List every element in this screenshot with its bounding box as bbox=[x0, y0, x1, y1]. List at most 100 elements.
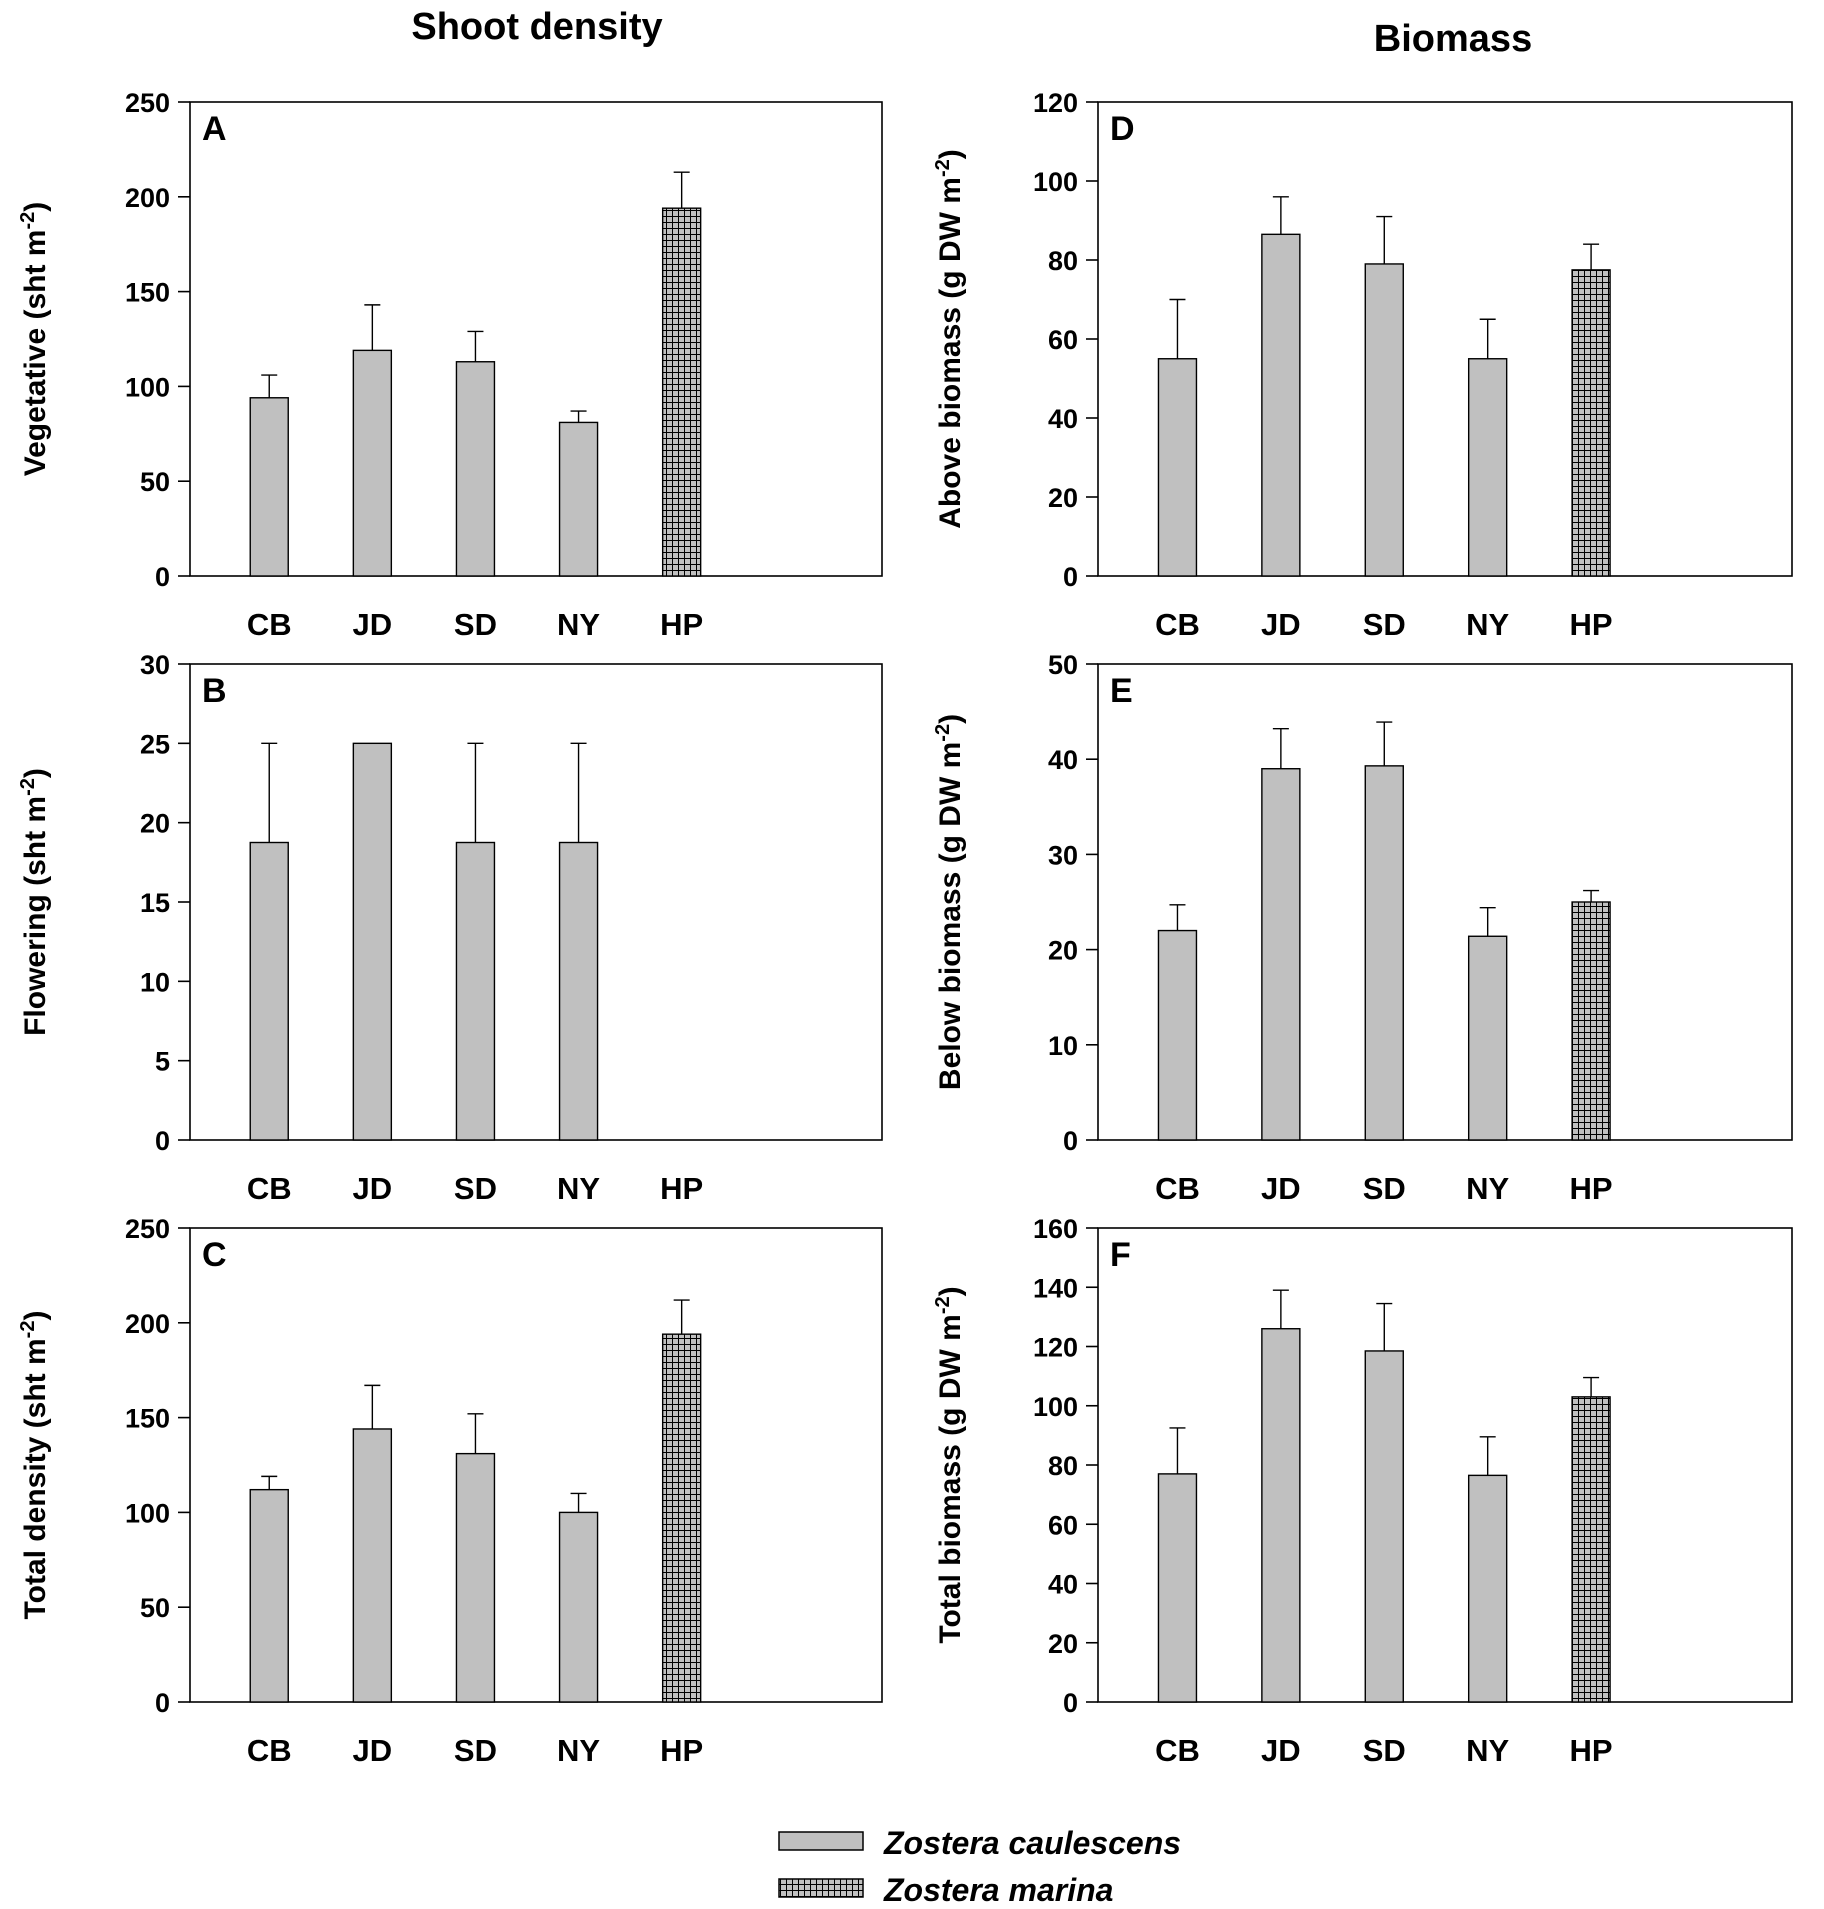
y-tick-label: 120 bbox=[1033, 88, 1078, 118]
x-category-label: NY bbox=[557, 1733, 600, 1768]
y-axis-label-c: Total density (sht m-2) bbox=[17, 1311, 52, 1620]
x-category-label: SD bbox=[454, 1171, 497, 1206]
bar-a-jd bbox=[352, 349, 393, 577]
plot-frame-a bbox=[189, 101, 883, 577]
y-tick-label: 50 bbox=[140, 1593, 170, 1623]
y-tick-label: 50 bbox=[140, 467, 170, 497]
y-tick-label: 0 bbox=[155, 1126, 170, 1156]
x-category-label: CB bbox=[1155, 607, 1200, 642]
column-title-shoot-density: Shoot density bbox=[411, 6, 662, 48]
bar-a-sd bbox=[455, 361, 496, 577]
y-tick-label: 40 bbox=[1048, 1570, 1078, 1600]
y-tick-label: 250 bbox=[125, 88, 170, 118]
y-tick-label: 20 bbox=[140, 809, 170, 839]
y-tick-label: 15 bbox=[140, 888, 170, 918]
bar-b-sd bbox=[455, 841, 496, 1141]
bar-d-sd bbox=[1364, 263, 1404, 577]
y-tick-label: 30 bbox=[1048, 840, 1078, 870]
y-tick-label: 25 bbox=[140, 729, 170, 759]
y-tick-label: 100 bbox=[125, 372, 170, 402]
panel-letter-b: B bbox=[202, 672, 227, 710]
bar-c-cb bbox=[249, 1488, 289, 1703]
y-tick-label: 40 bbox=[1048, 404, 1078, 434]
y-tick-label: 120 bbox=[1033, 1333, 1078, 1363]
panel-letter-e: E bbox=[1110, 672, 1133, 710]
x-category-label: JD bbox=[1261, 1171, 1301, 1206]
legend: Zostera caulescens Zostera marina bbox=[778, 1825, 1181, 1908]
y-tick-label: 100 bbox=[1033, 167, 1078, 197]
y-axis-label-b: Flowering (sht m-2) bbox=[17, 768, 52, 1036]
plot-frame-c bbox=[189, 1227, 883, 1703]
x-category-label: CB bbox=[247, 1171, 292, 1206]
bar-d-jd bbox=[1261, 233, 1301, 577]
x-category-label: SD bbox=[1363, 607, 1406, 642]
bar-e-ny bbox=[1467, 935, 1508, 1141]
bar-c-jd bbox=[352, 1428, 393, 1703]
x-category-label: HP bbox=[660, 607, 703, 642]
panel-letter-c: C bbox=[202, 1236, 227, 1274]
y-tick-label: 150 bbox=[125, 278, 170, 308]
x-category-label: NY bbox=[557, 1171, 600, 1206]
bar-f-ny bbox=[1467, 1474, 1508, 1703]
legend-swatch-zostera-marina bbox=[778, 1878, 864, 1898]
panel-e: 0 10 20 30 40 50 CB JD SD NY HP E Below biomass (g D… bbox=[932, 650, 1793, 1206]
legend-label-zostera-caulescens: Zostera caulescens bbox=[883, 1825, 1181, 1861]
y-tick-label: 160 bbox=[1033, 1214, 1078, 1244]
x-category-label: JD bbox=[353, 607, 393, 642]
y-tick-label: 50 bbox=[1048, 650, 1078, 680]
bar-d-hp bbox=[1571, 269, 1611, 577]
bar-a-cb bbox=[249, 397, 289, 577]
y-axis-label-a: Vegetative (sht m-2) bbox=[17, 202, 52, 477]
panel-letter-d: D bbox=[1110, 110, 1135, 148]
y-axis-label-d: Above biomass (g DW m-2) bbox=[932, 149, 967, 529]
y-tick-label: 20 bbox=[1048, 1629, 1078, 1659]
legend-swatch-zostera-caulescens bbox=[778, 1831, 864, 1851]
bar-f-cb bbox=[1157, 1473, 1198, 1703]
y-tick-label: 0 bbox=[155, 1688, 170, 1718]
panel-f: 0 20 40 60 80 100 120 140 160 CB JD SD NY HP F Total bi… bbox=[932, 1214, 1793, 1768]
x-category-label: JD bbox=[1261, 607, 1301, 642]
x-category-label: CB bbox=[1155, 1733, 1200, 1768]
bar-b-ny bbox=[558, 841, 599, 1141]
plot-frame-b bbox=[189, 663, 883, 1141]
column-title-biomass: Biomass bbox=[1374, 18, 1532, 60]
y-tick-label: 10 bbox=[140, 967, 170, 997]
x-category-label: HP bbox=[1570, 607, 1613, 642]
bar-e-jd bbox=[1261, 768, 1301, 1141]
bar-d-cb bbox=[1157, 358, 1198, 577]
y-tick-label: 0 bbox=[1063, 1126, 1078, 1156]
x-category-label: SD bbox=[454, 1733, 497, 1768]
bar-c-sd bbox=[455, 1452, 496, 1703]
bar-a-ny bbox=[558, 421, 599, 577]
x-category-label: HP bbox=[660, 1171, 703, 1206]
bar-f-jd bbox=[1261, 1328, 1301, 1703]
bar-c-ny bbox=[558, 1511, 599, 1703]
x-category-label: SD bbox=[1363, 1733, 1406, 1768]
y-tick-label: 5 bbox=[155, 1047, 170, 1077]
y-tick-label: 30 bbox=[140, 650, 170, 680]
x-category-label: CB bbox=[247, 607, 292, 642]
panel-d: 0 20 40 60 80 100 120 CB JD SD NY HP D Above biomass … bbox=[932, 88, 1793, 642]
x-category-label: SD bbox=[1363, 1171, 1406, 1206]
x-category-label: CB bbox=[247, 1733, 292, 1768]
x-category-label: NY bbox=[1466, 607, 1509, 642]
plot-frame-f bbox=[1097, 1227, 1793, 1703]
y-tick-label: 80 bbox=[1048, 246, 1078, 276]
bar-f-sd bbox=[1364, 1350, 1404, 1703]
x-category-label: HP bbox=[660, 1733, 703, 1768]
x-category-label: CB bbox=[1155, 1171, 1200, 1206]
plot-frame-e bbox=[1097, 663, 1793, 1141]
y-tick-label: 0 bbox=[1063, 562, 1078, 592]
x-category-label: JD bbox=[353, 1171, 393, 1206]
y-tick-label: 20 bbox=[1048, 483, 1078, 513]
y-tick-label: 250 bbox=[125, 1214, 170, 1244]
y-tick-label: 150 bbox=[125, 1404, 170, 1434]
panel-c: 0 50 100 150 200 250 CB JD SD NY HP C Total density … bbox=[17, 1214, 883, 1768]
panel-b: 0 5 10 15 20 25 30 CB JD SD NY HP B Flowering (sht m-… bbox=[17, 650, 883, 1206]
x-category-label: HP bbox=[1570, 1733, 1613, 1768]
y-axis-label-e: Below biomass (g DW m-2) bbox=[932, 714, 967, 1090]
x-category-label: HP bbox=[1570, 1171, 1613, 1206]
legend-label-zostera-marina: Zostera marina bbox=[883, 1872, 1113, 1908]
